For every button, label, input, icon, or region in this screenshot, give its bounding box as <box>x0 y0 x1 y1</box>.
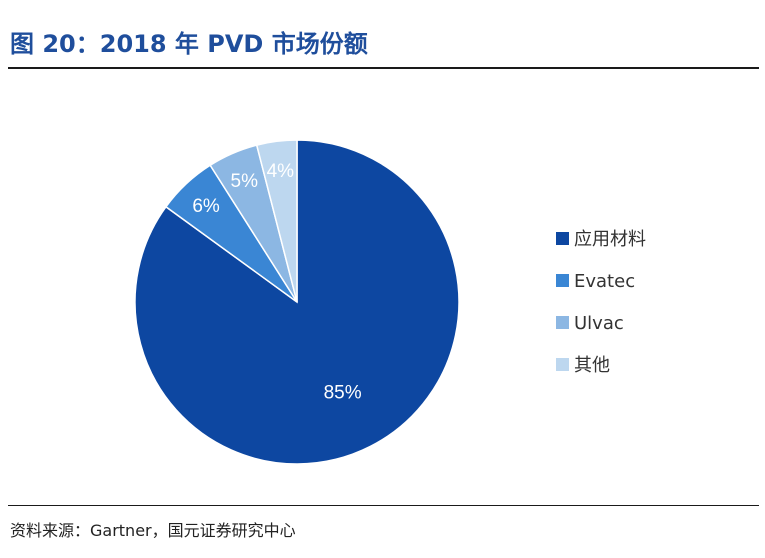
pie-slices <box>134 139 460 465</box>
pie-chart: 85% 6% 5% 4% 应用材料 Evatec Ulvac 其他 <box>134 139 646 465</box>
legend-label-3: 其他 <box>574 355 610 376</box>
slice-label-2: 5% <box>231 171 259 192</box>
title-divider <box>8 67 759 69</box>
pie-slice-3 <box>255 139 298 303</box>
legend-swatch-1 <box>556 274 569 287</box>
slice-label-3: 4% <box>267 161 295 182</box>
source-divider <box>8 505 759 506</box>
legend-label-0: 应用材料 <box>574 229 646 250</box>
slice-label-1: 6% <box>192 196 220 217</box>
legend-swatch-2 <box>556 316 569 329</box>
chart-legend: 应用材料 Evatec Ulvac 其他 <box>556 229 646 376</box>
legend-label-2: Ulvac <box>574 313 624 334</box>
legend-swatch-0 <box>556 232 569 245</box>
figure-title: 图 20：2018 年 PVD 市场份额 <box>10 30 368 58</box>
slice-label-0: 85% <box>324 382 362 403</box>
source-note: 资料来源：Gartner，国元证券研究中心 <box>10 521 296 540</box>
slice-labels: 85% 6% 5% 4% <box>192 161 361 403</box>
legend-label-1: Evatec <box>574 271 635 292</box>
legend-swatch-3 <box>556 358 569 371</box>
